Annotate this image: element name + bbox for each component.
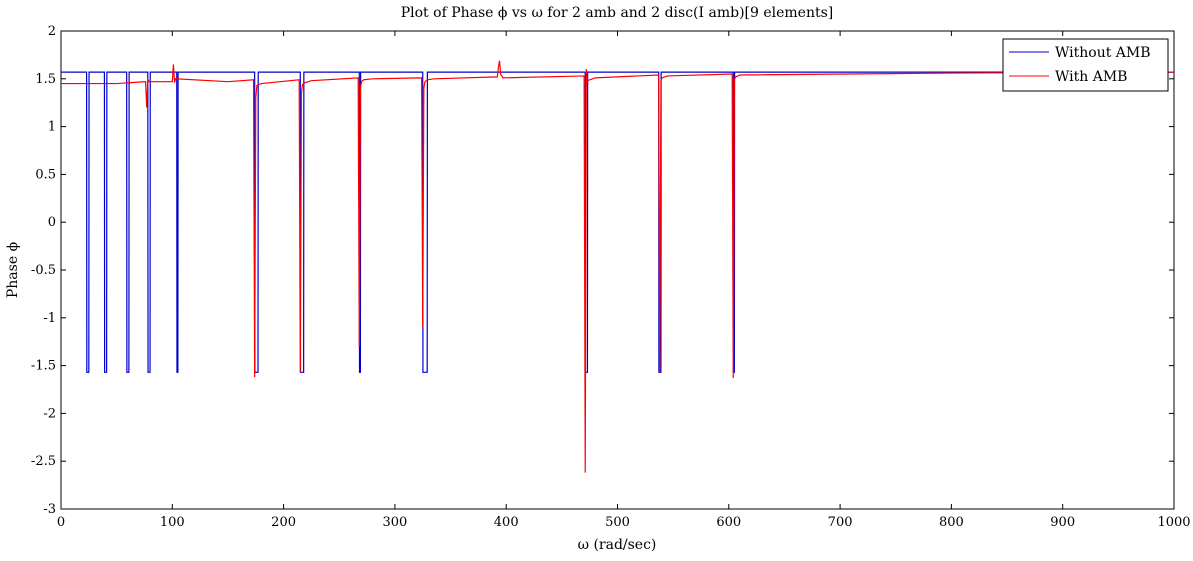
x-tick-label: 1000	[1157, 515, 1190, 530]
y-axis-label: Phase ϕ	[5, 242, 21, 298]
y-tick-label: -2.5	[31, 454, 56, 469]
y-tick-label: -1	[43, 311, 56, 326]
y-tick-label: 0.5	[35, 167, 56, 182]
y-tick-label: -0.5	[31, 263, 56, 278]
y-tick-label: 0	[48, 215, 56, 230]
x-tick-label: 400	[494, 515, 519, 530]
x-tick-label: 200	[271, 515, 296, 530]
axes-box	[60, 30, 1175, 510]
x-tick-label: 100	[160, 515, 185, 530]
x-tick-label: 700	[828, 515, 853, 530]
chart-title: Plot of Phase ϕ vs ω for 2 amb and 2 dis…	[401, 5, 834, 21]
y-tick-label: 1	[48, 120, 56, 135]
x-tick-label: 600	[716, 515, 741, 530]
y-tick-label: 2	[48, 24, 56, 39]
x-axis-label: ω (rad/sec)	[578, 537, 657, 553]
series-line-with-amb	[61, 60, 1175, 473]
legend-label-without-amb: Without AMB	[1055, 45, 1151, 61]
x-tick-label: 500	[605, 515, 630, 530]
series-line-without-amb	[61, 71, 1174, 373]
legend-label-with-amb: With AMB	[1055, 69, 1127, 85]
x-tick-label: 900	[1050, 515, 1075, 530]
plot-area: 0 100 200 300 400 500 600 700 800 900 1000 -3 -2.5 -2…	[31, 24, 1191, 530]
y-tick-label: 1.5	[35, 72, 56, 87]
x-tick-label: 0	[57, 515, 65, 530]
ticks-layer: 0 100 200 300 400 500 600 700 800 900 1000 -3 -2.5 -2…	[31, 24, 1191, 530]
x-tick-label: 800	[939, 515, 964, 530]
legend-box	[1002, 38, 1169, 92]
y-tick-label: -3	[43, 502, 56, 517]
y-tick-label: -2	[43, 406, 56, 421]
legend: Without AMB With AMB	[1002, 38, 1169, 92]
x-tick-label: 300	[382, 515, 407, 530]
series-layer	[61, 60, 1175, 473]
y-tick-label: -1.5	[31, 359, 56, 374]
